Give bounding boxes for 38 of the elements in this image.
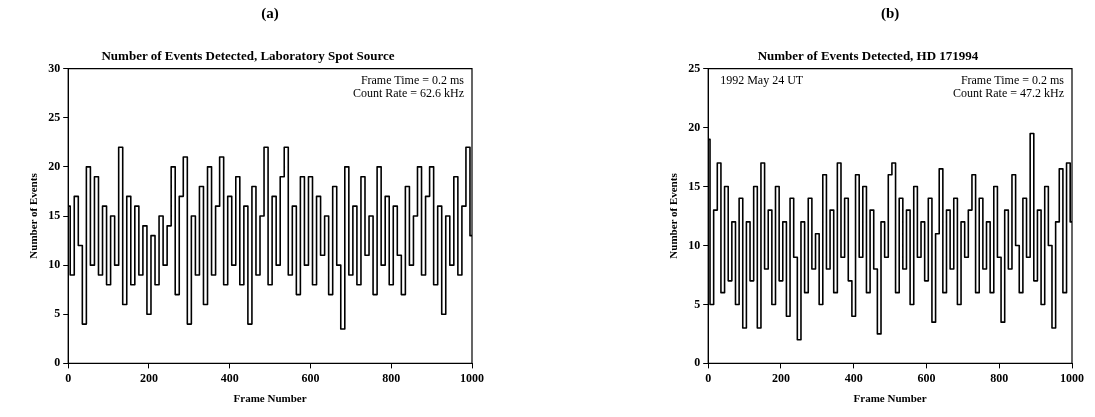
text: (b) [880,5,900,23]
y-tick-label: 10 [48,257,61,272]
y-tick-label: 0 [694,355,701,370]
annotation: Count Rate = 47.2 kHz [952,85,1064,100]
y-tick-label: 5 [694,296,701,311]
y-tick-label: 20 [688,119,701,134]
y-tick-label: 10 [688,237,701,252]
annotation: Frame Time = 0.2 ms [360,72,465,87]
chart-title: Number of Events Detected, Laboratory Spot Source [101,48,395,64]
annotation: Frame Time = 0.2 ms [960,72,1065,87]
x-tick-label: 800 [990,370,1009,385]
text: (a) [261,5,279,23]
y-tick-label: 30 [48,60,61,75]
x-tick-label: 200 [139,370,158,385]
y-tick-label: 15 [688,178,701,193]
y-tick-label: 25 [688,60,701,75]
x-tick-label: 1000 [1060,370,1084,385]
x-tick-label: 400 [844,370,863,385]
y-tick-label: 0 [54,355,61,370]
y-tick-label: 15 [48,208,61,223]
annotation: Count Rate = 62.6 kHz [352,85,464,100]
x-tick-label: 1000 [460,370,484,385]
y-tick-label: 20 [48,158,61,173]
x-tick-label: 0 [705,370,712,385]
chart-title: Number of Events Detected, HD 171994 [757,48,979,64]
y-axis-title: Number of Events [667,172,680,259]
y-tick-label: 25 [48,109,61,124]
y-axis-title: Number of Events [27,172,40,259]
x-axis-title: Frame Number [233,392,307,405]
y-tick-label: 5 [54,306,61,321]
x-tick-label: 200 [771,370,790,385]
x-tick-label: 800 [382,370,401,385]
x-tick-label: 0 [65,370,72,385]
x-tick-label: 400 [220,370,239,385]
x-tick-label: 600 [917,370,936,385]
x-tick-label: 600 [301,370,320,385]
x-axis-title: Frame Number [853,392,927,405]
annotation: 1992 May 24 UT [720,72,804,87]
